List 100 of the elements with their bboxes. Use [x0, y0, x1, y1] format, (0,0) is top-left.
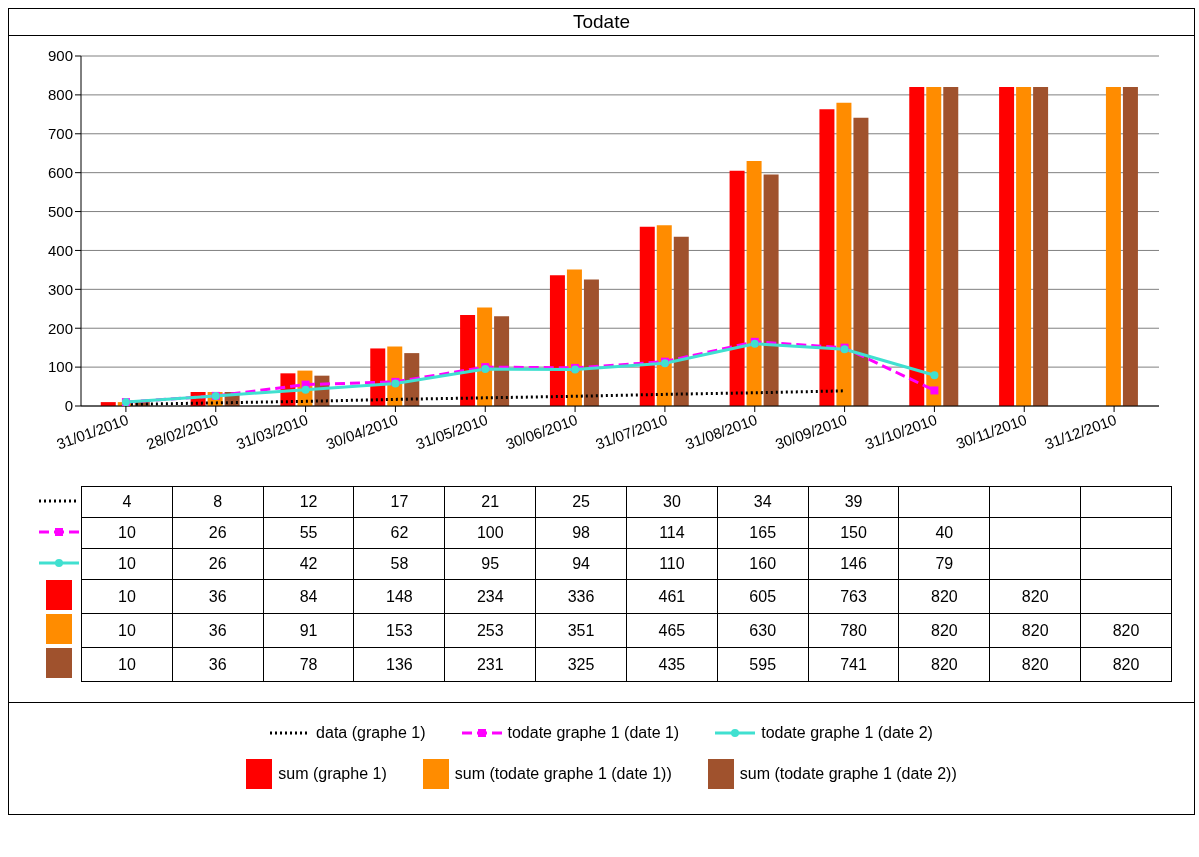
data-label: 160: [717, 548, 809, 580]
data-label: 763: [808, 579, 899, 614]
data-label: 234: [444, 579, 536, 614]
data-label: 21: [444, 486, 536, 518]
data-label: 98: [535, 517, 627, 549]
bar: [853, 117, 869, 406]
data-label: 630: [717, 613, 809, 648]
data-label: 741: [808, 647, 899, 682]
data-label: 79: [898, 548, 990, 580]
data-label: 336: [535, 579, 627, 614]
data-label: 820: [1080, 613, 1172, 648]
data-label: 325: [535, 647, 627, 682]
data-label: 91: [263, 613, 354, 648]
data-label: 42: [263, 548, 354, 580]
bar: [549, 275, 565, 406]
data-label: 36: [172, 647, 264, 682]
data-label: 10: [81, 647, 173, 682]
data-label: 110: [626, 548, 718, 580]
data-label: 10: [81, 613, 173, 648]
data-label: 820: [898, 613, 990, 648]
data-label: 465: [626, 613, 718, 648]
data-label: 26: [172, 517, 264, 549]
y-tick-label: 100: [47, 358, 73, 376]
bar: [1033, 87, 1049, 406]
data-label: 820: [898, 579, 990, 614]
y-tick-label: 500: [47, 202, 73, 220]
data-label: 231: [444, 647, 536, 682]
bar: [460, 315, 476, 406]
data-label: 351: [535, 613, 627, 648]
data-label: 40: [898, 517, 990, 549]
data-label: 10: [81, 517, 173, 549]
bar: [836, 102, 852, 406]
data-label: 8: [172, 486, 264, 518]
data-label: 84: [263, 579, 354, 614]
bar: [926, 87, 942, 406]
data-label: 605: [717, 579, 809, 614]
bar: [909, 87, 925, 406]
bar: [656, 225, 672, 406]
data-label: 146: [808, 548, 899, 580]
y-tick-label: 200: [47, 319, 73, 337]
bar: [763, 174, 779, 406]
data-label: 36: [172, 579, 264, 614]
data-label: 595: [717, 647, 809, 682]
data-label: 36: [172, 613, 264, 648]
data-label: 148: [353, 579, 445, 614]
data-label: 461: [626, 579, 718, 614]
data-label: 39: [808, 486, 899, 518]
data-label: 95: [444, 548, 536, 580]
data-label: 150: [808, 517, 899, 549]
data-label: 165: [717, 517, 809, 549]
data-label: 30: [626, 486, 718, 518]
bar: [477, 307, 493, 406]
data-label: 136: [353, 647, 445, 682]
y-tick-label: 0: [64, 397, 73, 415]
legend-label: todate graphe 1 (date 1): [507, 723, 680, 743]
data-label: 820: [898, 647, 990, 682]
bar: [999, 87, 1015, 406]
bar: [583, 279, 599, 406]
data-label: 820: [989, 579, 1081, 614]
y-tick-label: 700: [47, 125, 73, 143]
data-label: 780: [808, 613, 899, 648]
data-label: 10: [81, 548, 173, 580]
data-label: 78: [263, 647, 354, 682]
y-tick-label: 900: [47, 47, 73, 65]
data-label: 820: [989, 647, 1081, 682]
bar: [566, 269, 582, 406]
y-tick-label: 800: [47, 86, 73, 104]
bar: [729, 170, 745, 406]
bar: [1122, 87, 1138, 406]
data-label: 100: [444, 517, 536, 549]
point: [930, 386, 939, 395]
data-label: 62: [353, 517, 445, 549]
data-label: 114: [626, 517, 718, 549]
point: [930, 371, 939, 380]
bar: [1105, 87, 1121, 406]
legend-label: todate graphe 1 (date 2): [761, 723, 933, 743]
bar: [494, 316, 510, 406]
data-label: 34: [717, 486, 809, 518]
data-label: 12: [263, 486, 354, 518]
bar: [673, 236, 689, 406]
legend-label: sum (todate graphe 1 (date 2)): [739, 764, 957, 784]
data-label: 820: [989, 613, 1081, 648]
bar: [819, 109, 835, 406]
legend-label: sum (todate graphe 1 (date 1)): [454, 764, 672, 784]
data-label: 25: [535, 486, 627, 518]
y-tick-label: 600: [47, 163, 73, 181]
legend-label: data (graphe 1): [316, 723, 426, 743]
legend-label: sum (graphe 1): [278, 764, 387, 784]
data-label: 26: [172, 548, 264, 580]
data-label: 10: [81, 579, 173, 614]
data-label: 58: [353, 548, 445, 580]
data-label: 94: [535, 548, 627, 580]
bar: [639, 226, 655, 406]
data-label: 820: [1080, 647, 1172, 682]
data-label: 4: [81, 486, 173, 518]
data-label: 435: [626, 647, 718, 682]
bar: [1016, 87, 1032, 406]
y-tick-label: 400: [47, 241, 73, 259]
data-label: 153: [353, 613, 445, 648]
chart-title: Todate: [9, 9, 1194, 36]
